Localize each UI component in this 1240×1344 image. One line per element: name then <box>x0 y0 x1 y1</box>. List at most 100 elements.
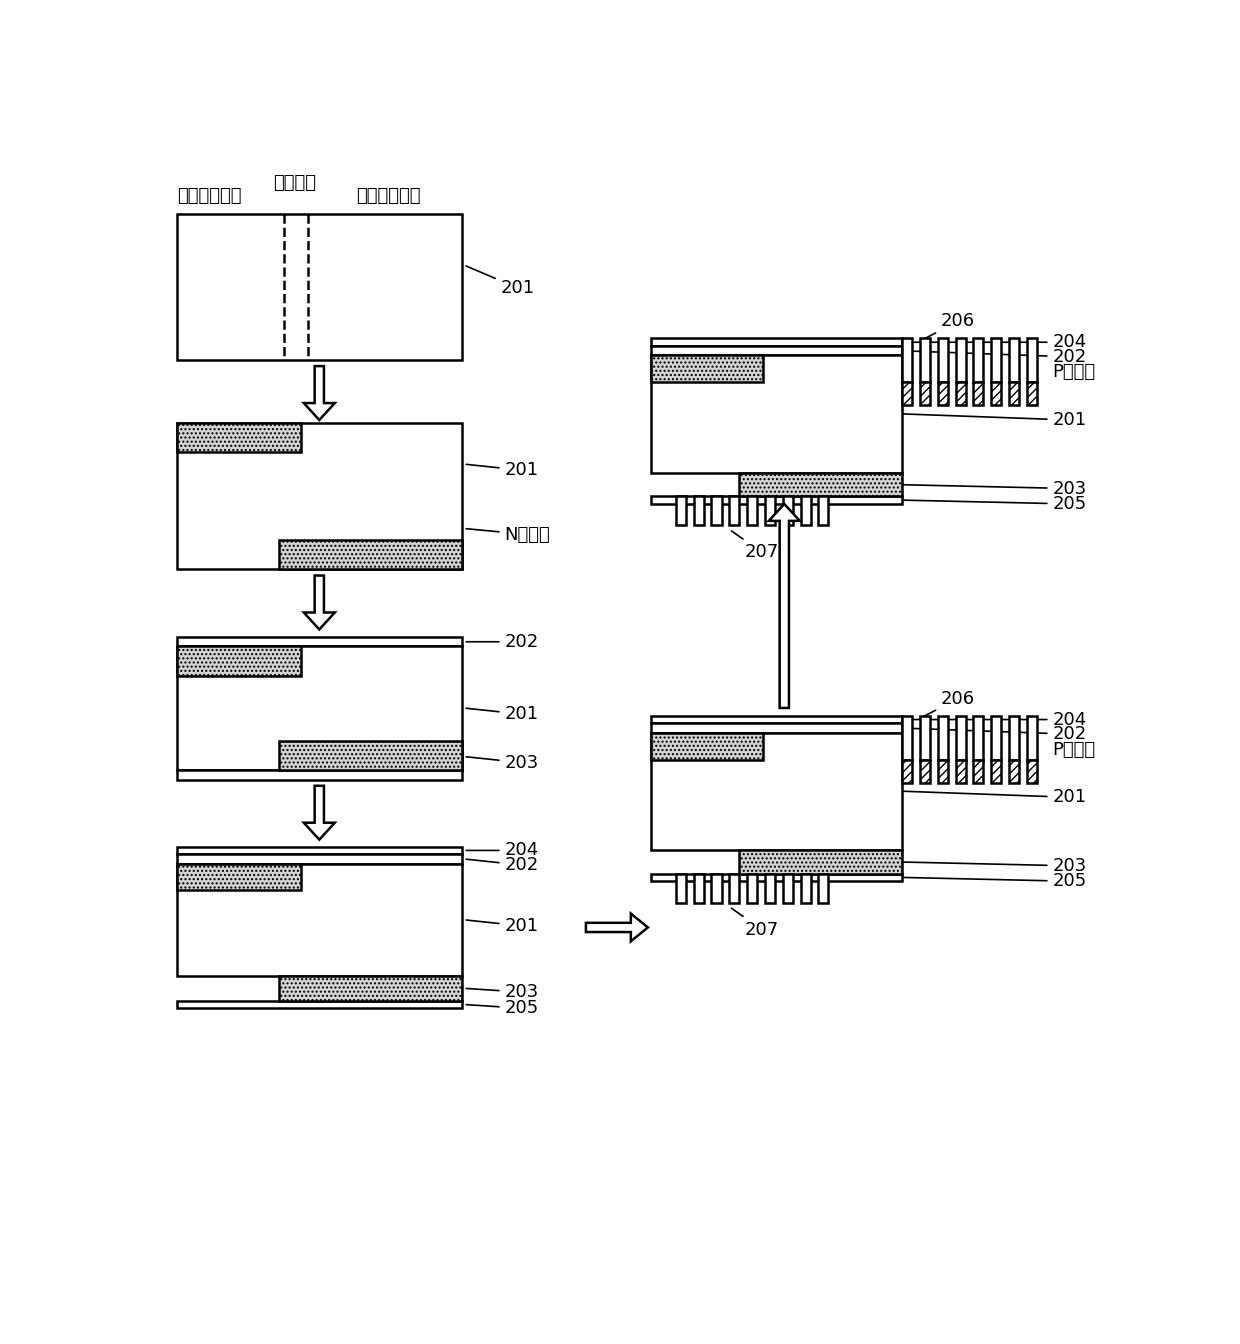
Text: 203: 203 <box>903 480 1086 497</box>
FancyArrow shape <box>587 914 649 941</box>
Bar <box>676 496 686 526</box>
Bar <box>676 874 686 903</box>
Bar <box>176 637 461 646</box>
Text: 206: 206 <box>920 312 975 341</box>
Bar <box>920 339 930 382</box>
Bar <box>746 496 758 526</box>
Bar <box>956 382 966 406</box>
Text: N型掺杂: N型掺杂 <box>466 526 551 543</box>
Bar <box>818 496 828 526</box>
Bar <box>903 759 913 782</box>
Text: 202: 202 <box>903 348 1086 366</box>
Text: 204: 204 <box>466 841 538 859</box>
Bar <box>651 345 903 355</box>
Text: 205: 205 <box>466 1000 538 1017</box>
Bar <box>937 715 947 759</box>
Text: 207: 207 <box>732 531 779 562</box>
Bar <box>176 646 461 770</box>
Bar <box>176 214 461 360</box>
Bar <box>1009 339 1019 382</box>
Bar <box>937 759 947 782</box>
Text: 204: 204 <box>903 711 1086 728</box>
Text: P型掺杂: P型掺杂 <box>1053 741 1096 758</box>
Bar <box>651 732 903 851</box>
Text: 201: 201 <box>466 461 538 480</box>
Bar <box>1027 759 1037 782</box>
Text: 207: 207 <box>732 909 779 938</box>
Text: 201: 201 <box>466 917 538 935</box>
Bar <box>973 715 983 759</box>
Bar <box>712 874 722 903</box>
Bar <box>801 874 811 903</box>
Bar <box>973 339 983 382</box>
Bar <box>1027 382 1037 406</box>
Bar <box>1009 382 1019 406</box>
Bar <box>1009 715 1019 759</box>
Text: 203: 203 <box>466 754 538 771</box>
Bar <box>991 339 1002 382</box>
Text: 第一掺杂区域: 第一掺杂区域 <box>176 187 242 204</box>
Bar <box>651 496 903 504</box>
Bar <box>176 1000 461 1008</box>
Bar <box>176 847 461 855</box>
Bar <box>729 874 739 903</box>
Text: 第二掺杂区域: 第二掺杂区域 <box>357 187 422 204</box>
Bar <box>765 496 775 526</box>
Text: 205: 205 <box>903 495 1086 513</box>
Bar <box>973 759 983 782</box>
Bar <box>651 355 903 473</box>
Bar <box>1027 339 1037 382</box>
Text: P型掺杂: P型掺杂 <box>1053 363 1096 382</box>
Bar <box>903 339 913 382</box>
Bar <box>176 423 461 570</box>
Bar <box>279 741 461 770</box>
Bar <box>739 473 903 496</box>
Bar <box>176 855 461 864</box>
Bar <box>651 874 903 882</box>
Bar <box>176 770 461 780</box>
Text: 201: 201 <box>466 706 538 723</box>
FancyArrow shape <box>769 504 800 708</box>
Text: 201: 201 <box>903 411 1086 429</box>
Bar <box>279 976 461 1000</box>
Bar <box>920 382 930 406</box>
Bar <box>746 874 758 903</box>
Bar <box>729 496 739 526</box>
Bar <box>651 339 903 347</box>
Bar <box>712 496 722 526</box>
Bar <box>651 732 764 759</box>
Text: 203: 203 <box>466 982 538 1001</box>
Bar <box>651 723 903 732</box>
Bar <box>903 715 913 759</box>
FancyArrow shape <box>304 575 335 629</box>
Bar <box>1009 759 1019 782</box>
Text: 205: 205 <box>903 872 1086 890</box>
Text: 206: 206 <box>920 689 975 718</box>
Bar <box>739 851 903 874</box>
Bar <box>801 496 811 526</box>
Bar <box>818 874 828 903</box>
Bar <box>920 715 930 759</box>
Bar <box>973 382 983 406</box>
Bar <box>651 715 903 723</box>
Bar <box>279 540 461 570</box>
Bar <box>1027 715 1037 759</box>
Bar <box>956 715 966 759</box>
Bar <box>176 864 461 976</box>
Bar <box>991 759 1002 782</box>
Bar <box>782 874 792 903</box>
FancyArrow shape <box>304 786 335 840</box>
FancyArrow shape <box>304 366 335 419</box>
Bar <box>651 355 764 382</box>
Text: 202: 202 <box>466 856 538 874</box>
Text: 204: 204 <box>903 333 1086 351</box>
Text: 本征区域: 本征区域 <box>273 173 316 192</box>
Text: 203: 203 <box>903 857 1086 875</box>
Bar <box>176 646 301 676</box>
Bar <box>956 759 966 782</box>
Text: 201: 201 <box>903 789 1086 806</box>
Bar <box>903 382 913 406</box>
Bar <box>693 496 704 526</box>
Text: 202: 202 <box>903 726 1086 743</box>
Bar <box>991 382 1002 406</box>
